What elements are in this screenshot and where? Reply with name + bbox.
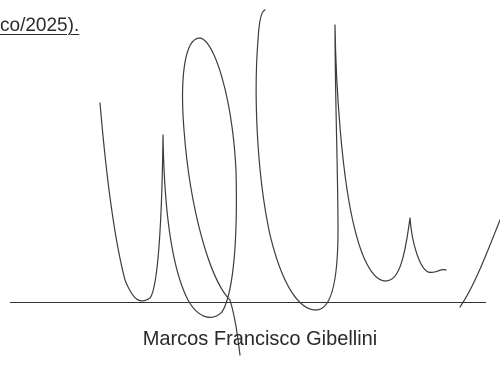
signature-line — [10, 302, 486, 303]
document-text-fragment: co/2025). — [0, 15, 80, 36]
signature-stroke-2 — [255, 24, 447, 311]
signature-stroke-4 — [459, 219, 500, 308]
signature-stroke-5 — [229, 299, 241, 356]
signature-stroke-3 — [257, 9, 266, 41]
signer-name: Marcos Francisco Gibellini — [142, 328, 378, 350]
signature-stroke-1 — [99, 37, 237, 318]
